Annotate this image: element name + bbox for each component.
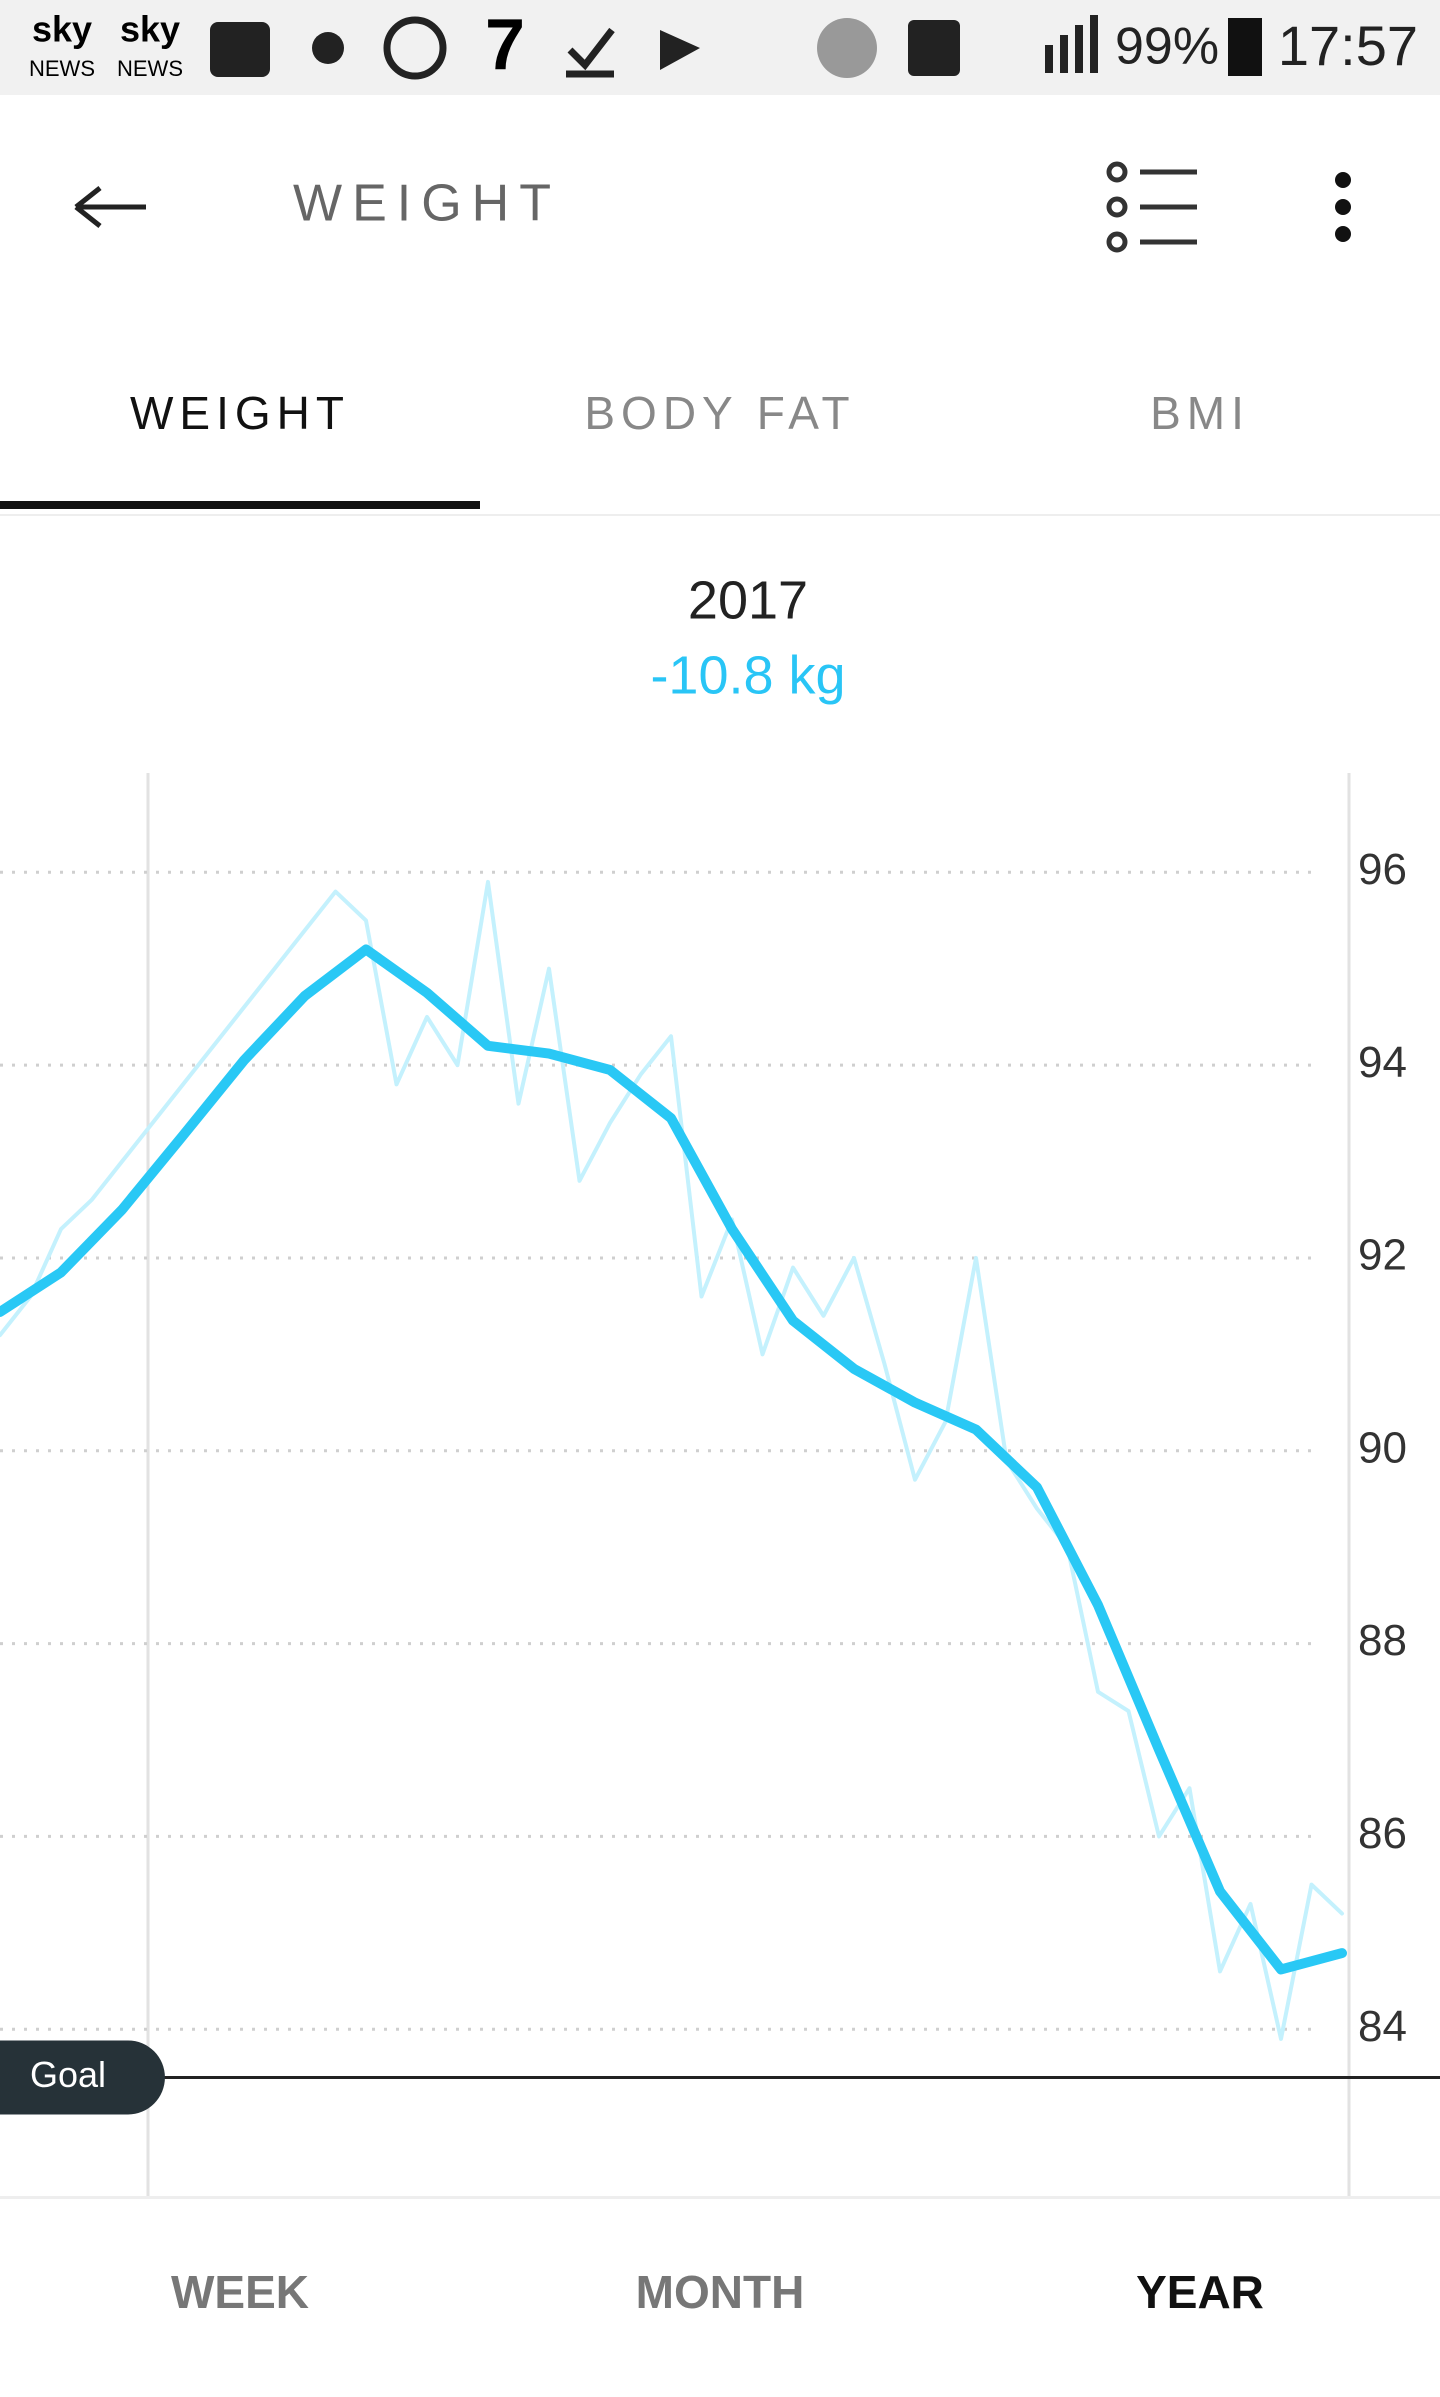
status-icon	[312, 32, 344, 64]
divider	[0, 2196, 1440, 2199]
divider	[0, 514, 1440, 516]
status-icon-label: NEWS	[117, 56, 183, 81]
series-line	[0, 879, 1344, 2041]
back-button[interactable]	[74, 186, 146, 228]
status-icon	[383, 16, 447, 80]
y-tick-label: 96	[1358, 845, 1407, 894]
status-icon-label: sky	[120, 9, 180, 50]
signal-icon	[1075, 25, 1083, 73]
signal-icon	[1090, 15, 1098, 73]
status-icon-label: NEWS	[29, 56, 95, 81]
y-tick-label: 88	[1358, 1616, 1407, 1665]
y-tick-label: 90	[1358, 1423, 1407, 1472]
series-line	[0, 944, 1347, 1975]
clock: 17:57	[1278, 14, 1418, 77]
y-tick-label: 94	[1358, 1038, 1407, 1087]
battery-icon	[1228, 18, 1262, 76]
list-button[interactable]	[1106, 161, 1197, 253]
signal-icon	[1060, 35, 1068, 73]
status-icon	[660, 30, 700, 70]
y-tick-label: 92	[1358, 1231, 1407, 1280]
header-title: WEIGHT	[293, 175, 561, 233]
range-tab[interactable]: WEEK	[171, 2266, 309, 2318]
y-tick-label: 86	[1358, 1809, 1407, 1858]
battery-level: 99%	[1115, 18, 1219, 76]
tab[interactable]: WEIGHT	[130, 387, 350, 439]
bluetooth-icon	[817, 18, 877, 78]
goal-pill	[0, 2040, 165, 2115]
period: 2017	[688, 570, 808, 630]
range-tab[interactable]: YEAR	[1136, 2266, 1264, 2318]
tab[interactable]: BODY FAT	[584, 387, 855, 439]
weight-change: -10.8 kg	[650, 645, 845, 705]
tab-indicator	[0, 501, 480, 509]
tab[interactable]: BMI	[1150, 387, 1250, 439]
y-tick-label: 84	[1358, 2002, 1407, 2051]
status-icon-label: 7	[485, 5, 525, 85]
range-tab[interactable]: MONTH	[636, 2266, 805, 2318]
signal-icon	[1045, 45, 1053, 73]
status-icon	[210, 22, 270, 77]
nfc-icon	[908, 20, 960, 76]
goal-label: Goal	[30, 2054, 106, 2095]
status-icon-label: sky	[32, 9, 92, 50]
more-button[interactable]	[1335, 172, 1351, 242]
plot: 84 86 88 90 92 94 96 Goal	[0, 845, 1440, 2115]
status-icon	[566, 27, 615, 78]
